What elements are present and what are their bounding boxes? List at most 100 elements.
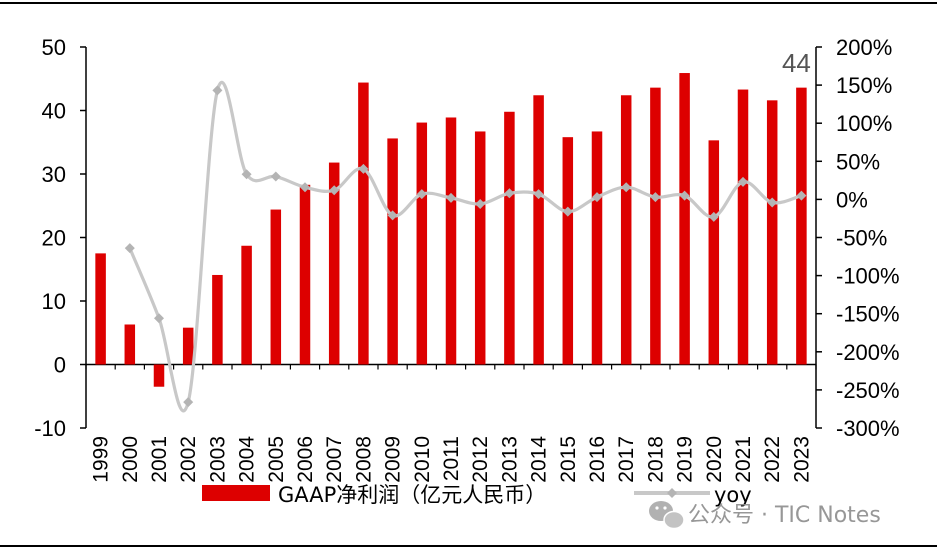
right-tick-label: -250%: [836, 378, 900, 403]
bar-2017: [620, 95, 632, 365]
bar-2019: [679, 73, 690, 365]
right-tick-label: -200%: [836, 340, 900, 365]
x-tick-label: 2010: [411, 436, 434, 483]
x-tick-label: 2012: [469, 436, 492, 483]
yoy-point-2023: [796, 190, 807, 201]
right-tick-label: -150%: [836, 302, 900, 327]
x-tick-label: 2017: [615, 436, 638, 483]
yoy-point-2021: [738, 176, 748, 187]
right-tick-label: 150%: [836, 73, 892, 98]
x-tick-label: 2021: [732, 436, 755, 483]
annotation-label: 44: [782, 48, 811, 78]
wechat-icon: [649, 501, 685, 530]
yoy-point-2014: [533, 189, 544, 200]
left-tick-label: -10: [34, 416, 66, 441]
x-tick-label: 2009: [382, 436, 405, 483]
x-tick-label: 2016: [586, 436, 609, 483]
yoy-point-2007: [329, 185, 340, 196]
yoy-point-2022: [767, 197, 778, 208]
bar-2005: [270, 209, 282, 365]
yoy-point-2003: [212, 85, 223, 96]
x-tick-label: 2002: [177, 436, 200, 483]
bar-2006: [299, 184, 311, 365]
right-tick-label: 0%: [836, 187, 868, 212]
x-axis-labels: 1999 2000 2001 2002 2003 2004 2005 2006 2007 2008…: [90, 436, 814, 483]
yoy-point-2011: [446, 192, 456, 203]
bar-2009: [387, 138, 398, 365]
bar-2004: [241, 245, 252, 365]
right-tick-label: -50%: [836, 226, 887, 251]
bar-2021: [737, 89, 749, 365]
bar-2012: [474, 131, 486, 365]
bar-2002: [182, 327, 194, 365]
yoy-point-2001: [154, 313, 164, 324]
left-tick-label: 40: [42, 99, 66, 124]
yoy-point-2000: [124, 243, 135, 254]
watermark-text: 公众号 · TIC Notes: [688, 503, 881, 528]
x-tick-label: 2018: [644, 436, 667, 483]
bar-2003: [212, 274, 223, 365]
bar-2011: [445, 117, 457, 365]
bar-2013: [504, 111, 515, 365]
legend-line-marker: [667, 488, 677, 498]
x-tick-label: 2004: [236, 436, 259, 483]
yoy-point-2020: [708, 211, 719, 222]
yoy-point-2008: [358, 163, 369, 174]
bar-1999: [95, 253, 106, 365]
x-tick-label: 2000: [119, 436, 142, 483]
bar-2022: [766, 100, 778, 365]
yoy-point-2005: [270, 171, 281, 182]
legend: GAAP净利润（亿元人民币） yoy: [202, 483, 752, 507]
x-tick-label: 2019: [674, 436, 697, 483]
bar-2010: [416, 122, 428, 365]
left-tick-label: 20: [42, 226, 66, 251]
bar-2014: [533, 95, 544, 365]
bar-2008: [358, 82, 369, 365]
x-tick-label: 2020: [703, 436, 726, 483]
x-tick-label: 2011: [440, 436, 463, 481]
x-tick-label: 2005: [265, 436, 288, 483]
bar-2023: [796, 87, 807, 365]
legend-bar-label: GAAP净利润（亿元人民币）: [278, 483, 546, 507]
yoy-line: [128, 80, 802, 413]
bar-2020: [708, 140, 720, 365]
yoy-point-2013: [504, 188, 515, 199]
yoy-point-2010: [416, 189, 427, 200]
legend-bar-swatch: [202, 485, 270, 501]
watermark: 公众号 · TIC Notes: [649, 501, 881, 530]
bar-2015: [562, 137, 574, 365]
bar-2016: [591, 131, 603, 365]
right-tick-label: 50%: [836, 149, 880, 174]
yoy-point-2016: [592, 192, 602, 203]
yoy-point-2009: [387, 210, 398, 221]
legend-line-label: yoy: [714, 483, 752, 507]
yoy-series: [124, 80, 807, 413]
x-tick-label: 2007: [323, 436, 346, 483]
left-tick-label: 10: [42, 289, 66, 314]
yoy-point-2015: [562, 206, 573, 217]
x-tick-label: 2022: [761, 436, 784, 483]
x-tick-label: 2023: [790, 436, 813, 483]
left-tick-label: 30: [42, 162, 66, 187]
x-tick-label: 2001: [148, 436, 171, 483]
right-tick-label: 100%: [836, 111, 892, 136]
x-tick-label: 2006: [294, 436, 317, 483]
x-tick-label: 2008: [352, 436, 375, 483]
yoy-point-2006: [300, 182, 310, 193]
bar-2007: [328, 162, 340, 365]
yoy-point-2018: [650, 192, 661, 203]
yoy-point-2017: [621, 182, 632, 193]
x-tick-label: 2014: [528, 436, 551, 483]
bar-series: [95, 73, 807, 387]
yoy-point-2012: [475, 198, 486, 209]
yoy-point-2019: [679, 190, 690, 201]
x-tick-label: 2015: [557, 436, 580, 483]
right-axis: 200% 150% 100% 50% 0% -50% -100% -150% -200% -250…: [815, 35, 900, 441]
bar-2018: [650, 87, 661, 365]
x-tick-label: 2003: [206, 436, 229, 483]
right-tick-label: 200%: [836, 35, 892, 60]
x-tick-label: 1999: [90, 436, 113, 483]
bar-2000: [124, 324, 136, 365]
right-tick-label: -100%: [836, 264, 900, 289]
